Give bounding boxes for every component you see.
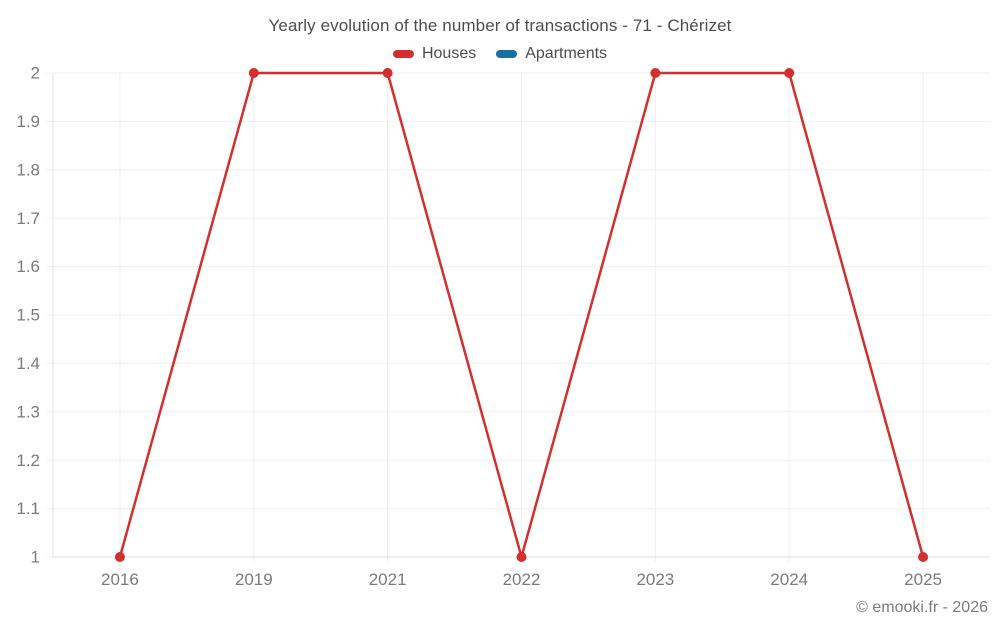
houses-series-swatch [392, 50, 414, 58]
legend-item-apartments[interactable]: Apartments [496, 45, 607, 63]
copyright-watermark: © emooki.fr - 2026 [856, 599, 988, 616]
chart-legend: Houses Apartments [0, 45, 1000, 63]
apartments-legend-label: Apartments [525, 45, 608, 62]
houses-data-point [918, 552, 929, 562]
y-axis-tick-label: 1.8 [16, 160, 40, 179]
y-axis-tick-label: 1 [31, 548, 40, 567]
x-axis-tick-label: 2025 [904, 570, 942, 589]
chart-title: Yearly evolution of the number of transa… [268, 16, 732, 35]
apartments-series-swatch [496, 50, 518, 58]
x-axis-tick-label: 2021 [369, 570, 407, 589]
y-axis-tick-label: 1.5 [16, 306, 40, 325]
y-axis-tick-label: 1.1 [16, 499, 40, 518]
y-axis-tick-label: 2 [31, 64, 40, 83]
houses-data-point [784, 68, 795, 78]
x-axis-tick-label: 2023 [636, 570, 674, 589]
houses-data-point [382, 68, 393, 78]
houses-data-point [248, 68, 259, 78]
y-axis-tick-label: 1.4 [16, 354, 40, 373]
x-axis-tick-label: 2019 [235, 570, 273, 589]
y-axis-tick-label: 1.6 [16, 257, 40, 276]
houses-legend-label: Houses [421, 45, 477, 62]
y-axis-tick-label: 1.3 [16, 402, 40, 421]
x-axis-tick-label: 2016 [101, 570, 139, 589]
houses-data-point [516, 552, 527, 562]
y-axis-tick-label: 1.9 [16, 112, 40, 131]
y-axis-tick-label: 1.7 [16, 209, 40, 228]
legend-item-houses[interactable]: Houses [392, 45, 477, 63]
houses-data-point [650, 68, 661, 78]
houses-data-point [114, 552, 125, 562]
x-axis-tick-label: 2024 [770, 570, 808, 589]
x-axis-tick-label: 2022 [503, 570, 541, 589]
y-axis-tick-label: 1.2 [16, 451, 40, 470]
